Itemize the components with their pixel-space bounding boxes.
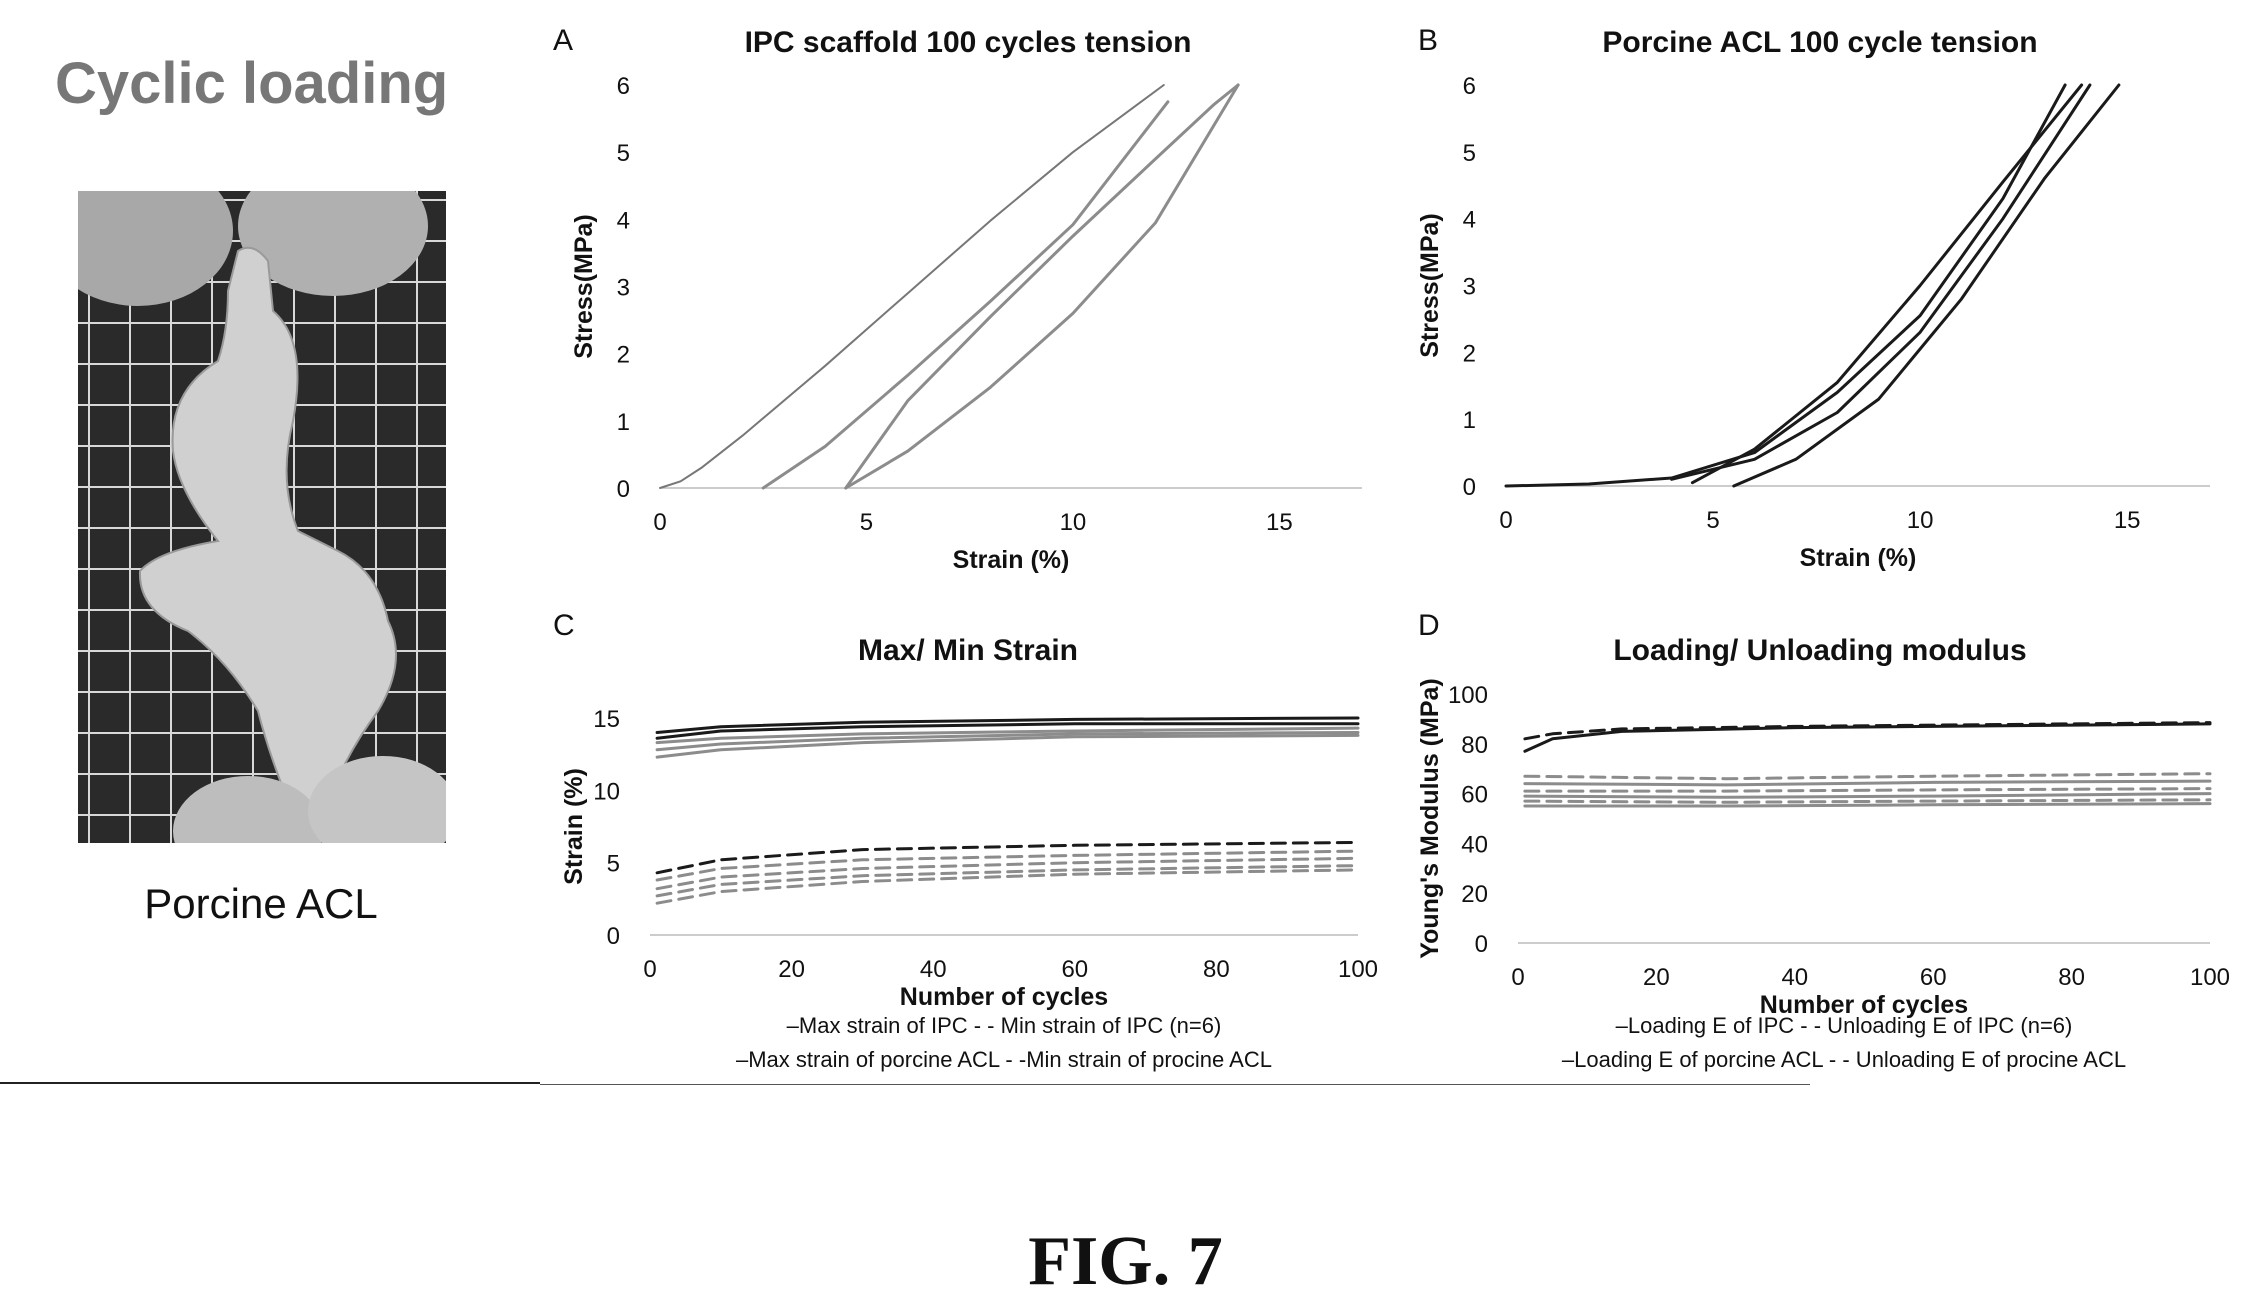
panel-b-series-line — [1690, 83, 2084, 485]
panel-d-letter: D — [1418, 609, 1440, 642]
panel-d-legend-entry: –Loading E of porcine ACL - - Unloading … — [1562, 1047, 2126, 1072]
panel-b-x-tick-label: 15 — [2114, 507, 2141, 534]
panel-d-series-line — [1523, 772, 2212, 781]
panel-b-series-line — [1670, 83, 2092, 481]
panel-b-y-tick-label: 4 — [1463, 207, 1476, 234]
panel-b-y-tick-label: 5 — [1463, 140, 1476, 167]
panel-c-series-line — [655, 864, 1360, 898]
panel-b-y-label: Stress(MPa) — [1416, 213, 1444, 358]
panel-c-x-tick-label: 0 — [643, 956, 656, 983]
figure-label: FIG. 7 — [1028, 1223, 1223, 1300]
panel-c-x-label: Number of cycles — [900, 983, 1108, 1011]
page-title: Cyclic loading — [55, 51, 449, 116]
panel-d-y-tick-label: 0 — [1475, 931, 1488, 958]
panel-b-x-tick-label: 5 — [1706, 507, 1719, 534]
panel-c-x-tick-label: 20 — [778, 956, 805, 983]
panel-a-x-label: Strain (%) — [953, 546, 1070, 574]
panel-a-x-tick-label: 5 — [860, 509, 873, 536]
panel-d-y-tick-label: 40 — [1461, 831, 1488, 858]
panel-d-series-line — [1523, 721, 2212, 741]
panel-b-x-tick-label: 0 — [1499, 507, 1512, 534]
panel-d-legend-entry: –Loading E of IPC - - Unloading E of IPC… — [1616, 1013, 2073, 1038]
panel-d-series-line — [1523, 787, 2212, 793]
panel-c-series-line — [655, 856, 1360, 891]
panel-c-letter: C — [553, 609, 575, 642]
panel-d-title: Loading/ Unloading modulus — [1613, 634, 2026, 667]
panel-c-series-line — [655, 726, 1360, 745]
panel-c-series-line — [655, 868, 1360, 905]
divider-line-right — [540, 1084, 1810, 1085]
panel-a-x-tick-label: 10 — [1060, 509, 1087, 536]
panel-a-y-tick-label: 3 — [617, 275, 630, 302]
panel-a-series-line — [844, 83, 1240, 490]
panel-c-title: Max/ Min Strain — [858, 634, 1078, 667]
panel-d-series-line — [1523, 722, 2212, 753]
panel-b-series-line — [1732, 83, 2121, 488]
panel-d-x-tick-label: 0 — [1511, 964, 1524, 991]
panel-d-y-tick-label: 80 — [1461, 732, 1488, 759]
panel-d-series-line — [1523, 802, 2212, 808]
panel-b-y-tick-label: 2 — [1463, 340, 1476, 367]
panel-d-y-tick-label: 20 — [1461, 881, 1488, 908]
panel-d-x-tick-label: 100 — [2190, 964, 2230, 991]
panel-d-x-tick-label: 80 — [2058, 964, 2085, 991]
panel-d-y-tick-label: 100 — [1448, 682, 1488, 709]
panel-d-y-label: Young's Modulus (MPa) — [1416, 678, 1444, 958]
panel-c-x-tick-label: 80 — [1203, 956, 1230, 983]
panel-d-series-line — [1523, 798, 2212, 804]
panel-a-series-line — [761, 100, 1170, 490]
panel-c-series-line — [655, 722, 1360, 740]
panel-d-y-tick-label: 60 — [1461, 782, 1488, 809]
panel-a-y-tick-label: 5 — [617, 140, 630, 167]
panel-b-letter: B — [1418, 24, 1438, 57]
panel-c-y-tick-label: 15 — [593, 706, 620, 733]
panel-b-y-tick-label: 6 — [1463, 73, 1476, 100]
panel-a-x-tick-label: 0 — [653, 509, 666, 536]
panel-a-series-line — [844, 83, 1240, 490]
panel-b-y-tick-label: 1 — [1463, 407, 1476, 434]
panel-a-letter: A — [553, 24, 573, 57]
panel-b-series-line — [1504, 83, 2067, 488]
panel-b-y-tick-label: 3 — [1463, 274, 1476, 301]
panel-b-title: Porcine ACL 100 cycle tension — [1602, 26, 2037, 59]
panel-a-y-tick-label: 1 — [617, 409, 630, 436]
panel-d-x-tick-label: 20 — [1643, 964, 1670, 991]
panel-b-y-tick-label: 0 — [1463, 474, 1476, 501]
panel-a-series-line — [659, 84, 1165, 489]
panel-c-series-line — [655, 733, 1360, 759]
panel-c-x-tick-label: 60 — [1061, 956, 1088, 983]
panel-c-y-tick-label: 10 — [593, 778, 620, 805]
divider-line-left — [0, 1082, 540, 1084]
panel-d-series-line — [1523, 792, 2212, 799]
panel-c-x-tick-label: 40 — [920, 956, 947, 983]
porcine-acl-photo — [78, 191, 446, 843]
panel-a-y-tick-label: 4 — [617, 207, 630, 234]
panel-a-y-tick-label: 0 — [617, 476, 630, 503]
panel-c-y-tick-label: 5 — [607, 851, 620, 878]
panel-c-legend-entry: –Max strain of IPC - - Min strain of IPC… — [787, 1013, 1222, 1038]
panel-c-y-tick-label: 0 — [607, 923, 620, 950]
panel-c-x-tick-label: 100 — [1338, 956, 1378, 983]
panel-b-x-tick-label: 10 — [1907, 507, 1934, 534]
panel-a-x-tick-label: 15 — [1266, 509, 1293, 536]
panel-d-x-tick-label: 40 — [1781, 964, 1808, 991]
panel-d-x-tick-label: 60 — [1920, 964, 1947, 991]
panel-a-y-tick-label: 6 — [617, 73, 630, 100]
panel-a-y-label: Stress(MPa) — [570, 214, 598, 359]
panel-c-legend-entry: –Max strain of porcine ACL - -Min strain… — [736, 1047, 1272, 1072]
panel-d-x-label: Number of cycles — [1760, 991, 1968, 1019]
panel-a-title: IPC scaffold 100 cycles tension — [745, 26, 1192, 59]
panel-c-series-line — [655, 731, 1360, 752]
panel-a-y-tick-label: 2 — [617, 342, 630, 369]
panel-c-y-label: Strain (%) — [560, 768, 588, 885]
photo-caption: Porcine ACL — [144, 880, 378, 927]
panel-c-series-line — [655, 849, 1360, 882]
panel-b-x-label: Strain (%) — [1800, 544, 1917, 572]
panel-c-series-line — [655, 716, 1360, 734]
panel-d-series-line — [1523, 779, 2212, 787]
panel-c-series-line — [655, 840, 1360, 875]
